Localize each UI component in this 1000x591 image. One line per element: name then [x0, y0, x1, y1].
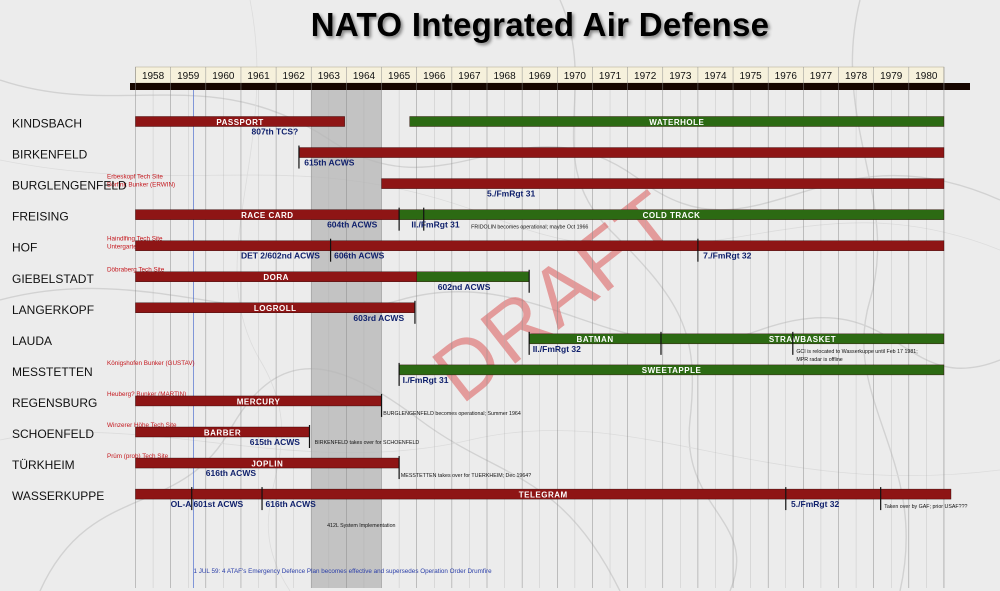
- bar-label: PASSPORT: [216, 118, 263, 127]
- unit-label: 604th ACWS: [327, 220, 378, 230]
- site-note-label: Königshofen Bunker (GUSTAV): [107, 360, 195, 367]
- site-name-label: TÜRKHEIM: [12, 458, 75, 472]
- bar-label: JOPLIN: [251, 459, 283, 468]
- year-tick-label: 1973: [669, 71, 692, 82]
- event-note-label: BURGLENGENFELD becomes operational; Summ…: [383, 411, 521, 417]
- year-tick-label: 1967: [458, 71, 481, 82]
- bar-label: TELEGRAM: [519, 490, 568, 499]
- timeline-bar: [135, 488, 952, 500]
- timeline-bar: [298, 147, 945, 158]
- timeline-bar: [416, 271, 530, 282]
- year-tick-label: 1969: [529, 71, 552, 82]
- year-tick-label: 1971: [599, 71, 622, 82]
- unit-label: 616th ACWS: [266, 499, 317, 509]
- event-note-label: BIRKENFELD takes over for SCHOENFELD: [315, 440, 420, 446]
- year-tick-label: 1960: [212, 71, 235, 82]
- unit-label: 7./FmRgt 32: [703, 251, 751, 261]
- bar-label: DORA: [263, 273, 289, 282]
- year-tick-label: 1966: [423, 71, 446, 82]
- bar-label: BARBER: [204, 428, 241, 437]
- site-name-label: BURGLENGENFELD: [12, 179, 127, 193]
- year-tick-label: 1961: [247, 71, 270, 82]
- event-note-label: MPR radar is offline: [796, 357, 842, 363]
- year-tick-label: 1958: [142, 71, 165, 82]
- unit-label: II./FmRgt 32: [533, 344, 581, 354]
- year-tick-label: 1977: [810, 71, 833, 82]
- unit-label: 615th ACWS: [250, 437, 301, 447]
- unit-label: 602nd ACWS: [438, 282, 491, 292]
- site-note-label: Erbeskopf Tech Site: [107, 174, 163, 181]
- site-name-label: LANGERKOPF: [12, 303, 94, 317]
- site-name-label: MESSTETTEN: [12, 365, 93, 379]
- year-tick-label: 1970: [564, 71, 587, 82]
- site-name-label: FREISING: [12, 210, 69, 224]
- site-name-label: WASSERKUPPE: [12, 489, 104, 503]
- unit-label: 615th ACWS: [304, 158, 355, 168]
- event-note-label: Taken over by GAF; prior USAF???: [884, 504, 967, 510]
- event-note-label: FRIDOLIN becomes operational; maybe Oct …: [471, 225, 588, 231]
- event-note-label: MESSTETTEN takes over for TUERKHEIM; Dec…: [401, 473, 531, 479]
- unit-label: 616th ACWS: [206, 468, 257, 478]
- timeline-bar: [381, 178, 945, 189]
- chart-annotation: 1 JUL 59: 4 ATAF's Emergency Defence Pla…: [193, 568, 492, 575]
- timeline-rail: [130, 83, 970, 90]
- year-tick-label: 1975: [740, 71, 763, 82]
- site-note-label: Winzerer Höhe Tech Site: [107, 422, 177, 429]
- bar-label: SWEETAPPLE: [642, 366, 702, 375]
- site-name-label: SCHOENFELD: [12, 427, 94, 441]
- timeline-bar: [409, 116, 945, 127]
- site-note-label: Prüm (prob) Tech Site: [107, 453, 169, 460]
- site-name-label: BIRKENFELD: [12, 148, 88, 162]
- site-name-label: REGENSBURG: [12, 396, 97, 410]
- unit-label: 5./FmRgt 31: [487, 189, 535, 199]
- unit-label: II./FmRgt 31: [411, 220, 459, 230]
- unit-label: 606th ACWS: [334, 251, 385, 261]
- bar-label: RACE CARD: [241, 211, 294, 220]
- site-name-label: KINDSBACH: [12, 117, 82, 131]
- chart-annotation: 412L System Implementation: [327, 523, 395, 529]
- site-note-label: Döbraberg Tech Site: [107, 267, 165, 274]
- event-note-label: GCI is relocated to Wasserkuppe until Fe…: [796, 349, 917, 355]
- unit-label: 807th TCS?: [251, 127, 298, 137]
- timeline-bar: [135, 116, 345, 127]
- site-name-label: LAUDA: [12, 334, 52, 348]
- year-tick-label: 1978: [845, 71, 868, 82]
- year-tick-label: 1968: [493, 71, 516, 82]
- year-tick-label: 1972: [634, 71, 657, 82]
- bar-label: LOGROLL: [254, 304, 297, 313]
- site-note-label: Heuberg? Bunker (MARTIN): [107, 391, 186, 398]
- bar-label: BATMAN: [577, 335, 614, 344]
- unit-label: 603rd ACWS: [353, 313, 404, 323]
- site-name-label: GIEBELSTADT: [12, 272, 94, 286]
- unit-label: 5./FmRgt 32: [791, 499, 839, 509]
- chart-title: NATO Integrated Air Defense: [310, 6, 770, 43]
- year-tick-label: 1963: [318, 71, 341, 82]
- site-note-label: Haindlfing Tech Site: [107, 236, 163, 243]
- bar-label: COLD TRACK: [643, 211, 701, 220]
- site-note-label: Börfink Bunker (ERWIN): [107, 182, 175, 189]
- year-tick-label: 1976: [775, 71, 798, 82]
- year-tick-label: 1980: [915, 71, 938, 82]
- site-name-label: HOF: [12, 241, 37, 255]
- bar-label: STRAWBASKET: [769, 335, 836, 344]
- unit-label: I./FmRgt 31: [403, 375, 449, 385]
- bar-label: WATERHOLE: [649, 118, 704, 127]
- unit-label: OL-A 601st ACWS: [171, 499, 244, 509]
- bar-label: MERCURY: [237, 397, 281, 406]
- year-tick-label: 1974: [704, 71, 727, 82]
- year-tick-label: 1959: [177, 71, 200, 82]
- year-tick-label: 1965: [388, 71, 411, 82]
- year-tick-label: 1964: [353, 71, 376, 82]
- year-tick-label: 1979: [880, 71, 903, 82]
- year-tick-label: 1962: [283, 71, 306, 82]
- unit-label: DET 2/602nd ACWS: [241, 251, 320, 261]
- timeline-bar: [135, 240, 945, 251]
